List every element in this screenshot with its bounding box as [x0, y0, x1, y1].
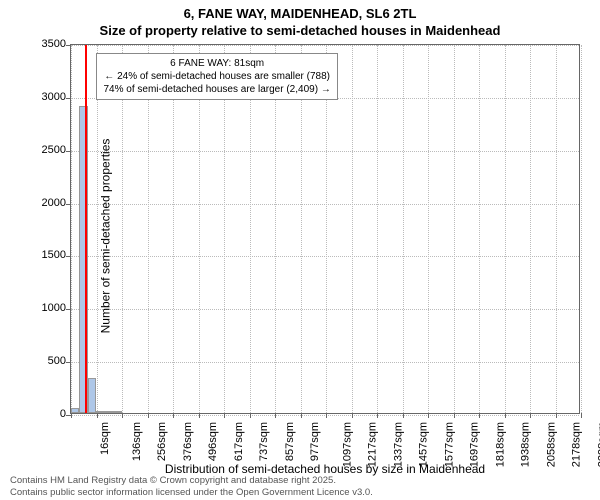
xtick-mark	[301, 413, 302, 418]
xtick-label: 256sqm	[156, 422, 168, 461]
xtick-mark	[403, 413, 404, 418]
histogram-bar	[113, 411, 121, 413]
xtick-mark	[326, 413, 327, 418]
ytick-label: 2500	[42, 144, 66, 156]
xtick-mark	[71, 413, 72, 418]
gridline-v	[454, 45, 455, 413]
title-line-2: Size of property relative to semi-detach…	[0, 23, 600, 38]
annotation-line: 74% of semi-detached houses are larger (…	[103, 83, 330, 96]
gridline-v	[479, 45, 480, 413]
xtick-mark	[530, 413, 531, 418]
xtick-mark	[97, 413, 98, 418]
plot-area: 6 FANE WAY: 81sqm← 24% of semi-detached …	[70, 44, 580, 414]
footer-attribution: Contains HM Land Registry data © Crown c…	[10, 475, 373, 498]
ytick-label: 1000	[42, 302, 66, 314]
gridline-v	[403, 45, 404, 413]
xtick-mark	[505, 413, 506, 418]
xtick-label: 617sqm	[233, 422, 245, 461]
xtick-mark	[454, 413, 455, 418]
xtick-label: 1217sqm	[366, 422, 378, 467]
xtick-mark	[428, 413, 429, 418]
xtick-mark	[275, 413, 276, 418]
xtick-label: 2298sqm	[596, 422, 600, 467]
reference-line	[85, 45, 87, 413]
ytick-label: 500	[48, 355, 66, 367]
annotation-line: 6 FANE WAY: 81sqm	[103, 57, 330, 70]
histogram-bar	[96, 411, 104, 413]
xtick-label: 376sqm	[182, 422, 194, 461]
xtick-mark	[377, 413, 378, 418]
ytick-label: 2000	[42, 197, 66, 209]
gridline-v	[352, 45, 353, 413]
gridline-v	[377, 45, 378, 413]
xtick-mark	[581, 413, 582, 418]
xtick-label: 1697sqm	[468, 422, 480, 467]
histogram-bar	[88, 378, 96, 413]
xtick-mark	[224, 413, 225, 418]
xtick-label: 496sqm	[207, 422, 219, 461]
xtick-label: 737sqm	[258, 422, 270, 461]
xtick-mark	[352, 413, 353, 418]
xtick-label: 136sqm	[131, 422, 143, 461]
annotation-line: ← 24% of semi-detached houses are smalle…	[103, 70, 330, 83]
xtick-label: 2058sqm	[545, 422, 557, 467]
gridline-v	[581, 45, 582, 413]
gridline-v	[505, 45, 506, 413]
ytick-label: 3500	[42, 38, 66, 50]
xtick-mark	[173, 413, 174, 418]
xtick-label: 1818sqm	[494, 422, 506, 467]
histogram-bar	[105, 411, 113, 413]
y-axis-label: Number of semi-detached properties	[98, 139, 112, 334]
xtick-label: 977sqm	[309, 422, 321, 461]
annotation-box: 6 FANE WAY: 81sqm← 24% of semi-detached …	[96, 53, 337, 100]
xtick-label: 857sqm	[284, 422, 296, 461]
xtick-label: 1457sqm	[417, 422, 429, 467]
histogram-bar	[71, 408, 79, 413]
xtick-label: 16sqm	[99, 422, 111, 455]
footer-line-1: Contains HM Land Registry data © Crown c…	[10, 475, 373, 486]
xtick-mark	[479, 413, 480, 418]
chart-title: 6, FANE WAY, MAIDENHEAD, SL6 2TL Size of…	[0, 6, 600, 38]
ytick-label: 1500	[42, 249, 66, 261]
title-line-1: 6, FANE WAY, MAIDENHEAD, SL6 2TL	[0, 6, 600, 21]
xtick-mark	[556, 413, 557, 418]
gridline-v	[428, 45, 429, 413]
gridline-v	[556, 45, 557, 413]
gridline-v	[71, 45, 72, 413]
xtick-mark	[122, 413, 123, 418]
xtick-mark	[250, 413, 251, 418]
ytick-label: 0	[60, 408, 66, 420]
xtick-label: 1097sqm	[341, 422, 353, 467]
xtick-label: 1337sqm	[392, 422, 404, 467]
footer-line-2: Contains public sector information licen…	[10, 487, 373, 498]
xtick-mark	[148, 413, 149, 418]
chart-container: 6, FANE WAY, MAIDENHEAD, SL6 2TL Size of…	[0, 0, 600, 500]
xtick-label: 1577sqm	[443, 422, 455, 467]
gridline-v	[530, 45, 531, 413]
xtick-label: 1938sqm	[519, 422, 531, 467]
xtick-mark	[199, 413, 200, 418]
ytick-label: 3000	[42, 91, 66, 103]
xtick-label: 2178sqm	[570, 422, 582, 467]
